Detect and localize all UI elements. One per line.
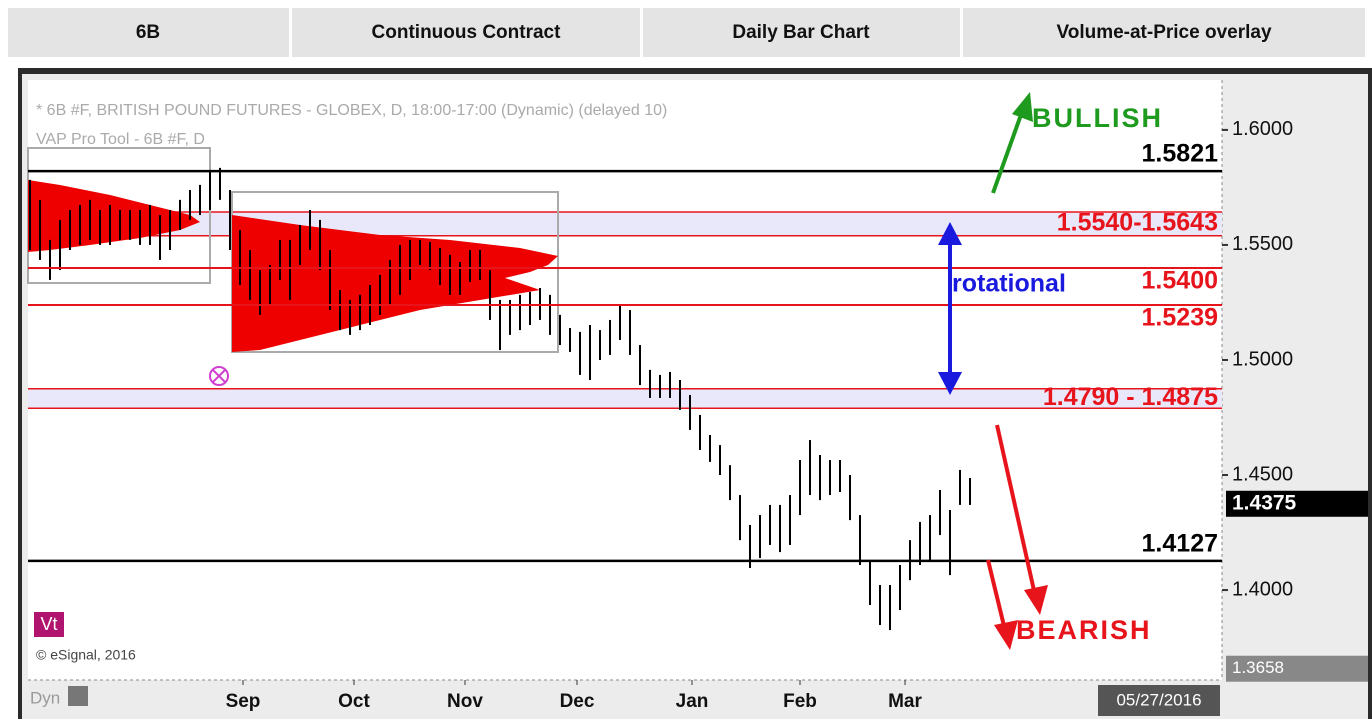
header-text: Continuous Contract [372,22,562,43]
mode: Dyn [30,688,60,707]
header-cell [643,8,960,57]
x-tick-label: Feb [783,691,817,712]
marker [209,366,229,386]
header-cell [8,8,289,57]
y-tick-label: 1.4000 [1232,578,1293,600]
icon [68,686,88,706]
x-tick-label: Nov [447,691,483,712]
annotation: rotational [952,270,1066,298]
arrow-head [994,620,1018,650]
level-label: 1.5239 [1142,304,1218,332]
arrow [995,424,1037,596]
price-tag-label: 1.3658 [1232,658,1284,677]
date: 05/27/2016 [1116,690,1201,709]
x-tick-label: Dec [560,691,595,712]
price-tag [1226,490,1368,517]
date-box [1098,685,1220,716]
vap-profile [232,215,558,352]
levels [28,169,1222,563]
zone-label: 1.5540-1.5643 [1057,209,1218,237]
level-label: 1.5400 [1142,267,1218,295]
header-text: Daily Bar Chart [732,22,870,43]
zone-label: 1.4790 - 1.4875 [1043,383,1218,411]
chart-title: * 6B #F, BRITISH POUND FUTURES - GLOBEX,… [36,102,667,119]
arrow [991,111,1024,194]
annotation: BULLISH [1032,103,1163,133]
badge-text: Vt [40,614,57,634]
arrow-head [938,372,962,395]
arrow-head [938,222,962,245]
price-tag [1226,655,1368,682]
arrow-head [1024,585,1048,615]
annotation: BEARISH [1016,615,1152,645]
header-cell [963,8,1365,57]
zone [28,212,1222,236]
header-text: Volume-at-Price overlay [1056,22,1272,43]
y-tick-label: 1.5000 [1232,348,1293,370]
level-label: 1.4127 [1142,529,1218,557]
price-tag-label: 1.4375 [1232,491,1297,514]
x-tick-label: Oct [338,691,370,712]
y-tick-label: 1.6000 [1232,118,1293,140]
arrow-head [1012,92,1033,122]
marker [212,369,226,383]
x-tick-label: Sep [226,691,261,712]
vap-overlay [27,147,559,386]
arrow [986,559,1007,631]
header-text: 6B [136,22,160,43]
header-cell [292,8,640,57]
credit: © eSignal, 2016 [36,647,136,663]
badge [34,612,64,637]
x-tick-label: Mar [888,691,922,712]
y-tick-label: 1.5500 [1232,233,1293,255]
x-tick-label: Jan [676,691,709,712]
zones [28,211,1222,410]
zone [28,388,1222,409]
chart-subtitle: VAP Pro Tool - 6B #F, D [36,131,205,148]
y-tick-label: 1.4500 [1232,463,1293,485]
arrows [938,92,1048,650]
level-label: 1.5821 [1142,140,1219,168]
